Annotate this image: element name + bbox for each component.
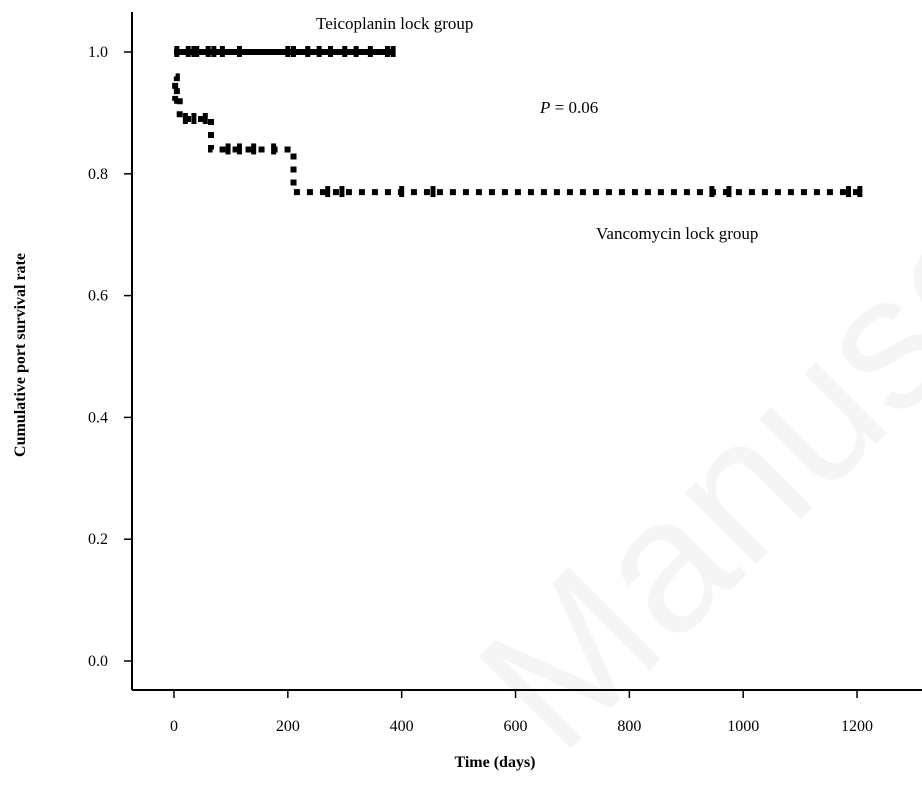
y-tick-label-0.6: 0.6 <box>88 288 108 305</box>
x-tick-label-0: 0 <box>170 718 178 735</box>
x-tick-label-600: 600 <box>504 718 528 735</box>
x-tick-label-200: 200 <box>276 718 300 735</box>
p-value-annotation: P = 0.06 <box>539 98 598 117</box>
x-tick-label-1000: 1000 <box>727 718 759 735</box>
x-tick-label-1200: 1200 <box>841 718 873 735</box>
y-tick-label-1.0: 1.0 <box>88 44 108 61</box>
p-symbol: P <box>539 98 550 117</box>
p-value: = 0.06 <box>550 98 598 117</box>
x-tick-label-400: 400 <box>390 718 414 735</box>
y-axis-title: Cumulative port survival rate <box>12 253 29 457</box>
teicoplanin-series-label: Teicoplanin lock group <box>316 14 473 33</box>
vancomycin-series-label: Vancomycin lock group <box>596 224 758 243</box>
y-tick-label-0.2: 0.2 <box>88 531 108 548</box>
x-axis-title: Time (days) <box>454 754 535 771</box>
y-tick-label-0.8: 0.8 <box>88 166 108 183</box>
y-tick-label-0.4: 0.4 <box>88 409 108 426</box>
x-tick-label-800: 800 <box>617 718 641 735</box>
vancomycin-survival-line <box>172 73 860 196</box>
watermark: Manuscript <box>439 0 922 788</box>
y-tick-label-0.0: 0.0 <box>88 653 108 670</box>
plot-area: 0.0 0.2 0.4 0.6 0.8 1.0 0 200 400 600 800 1000 1200 <box>88 12 922 735</box>
